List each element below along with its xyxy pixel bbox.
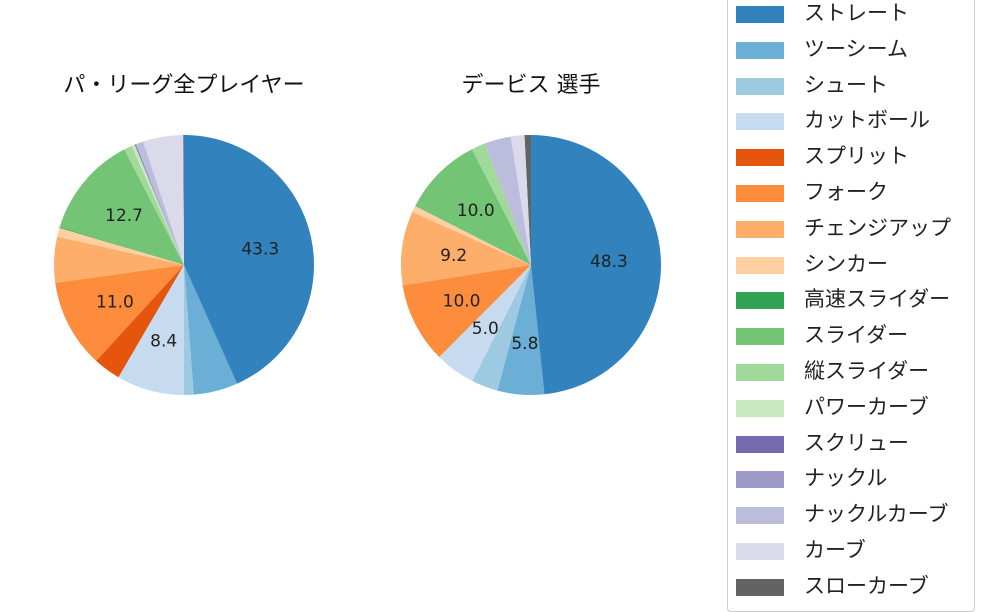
slice-value-label: 11.0	[96, 292, 134, 312]
legend-item: シンカー	[728, 248, 976, 278]
legend-item: ナックルカーブ	[728, 498, 976, 528]
pie-slice	[524, 135, 531, 265]
pie-slice	[135, 144, 184, 265]
pie-slice	[184, 265, 194, 395]
legend-swatch	[736, 220, 784, 238]
pie-slice	[57, 227, 184, 265]
legend-item: フォーク	[728, 176, 976, 206]
pie-slice	[118, 265, 184, 395]
pie-slice	[55, 265, 184, 361]
pie-slice	[497, 265, 545, 395]
pie-slice	[510, 135, 531, 265]
legend-swatch	[736, 256, 784, 274]
legend-swatch	[736, 149, 784, 167]
legend-swatch	[736, 328, 784, 346]
legend-label: スローカーブ	[804, 573, 929, 598]
legend-label: ツーシーム	[804, 36, 908, 61]
pie-slice	[136, 141, 184, 265]
legend-label: シュート	[804, 72, 888, 97]
legend-label: フォーク	[804, 180, 888, 204]
pie-slice	[134, 144, 184, 265]
legend-swatch	[736, 399, 784, 417]
legend-label: ナックル	[804, 466, 888, 491]
legend-item: スライダー	[728, 319, 976, 349]
pie-slice	[415, 149, 531, 265]
pie-chart-league: パ・リーグ全プレイヤー 43.3 8.4 11.0 12.7	[53, 73, 314, 395]
pie-slice	[484, 136, 531, 265]
legend-swatch	[736, 292, 784, 310]
pie-slice	[59, 227, 184, 265]
pie-title-league: パ・リーグ全プレイヤー	[63, 73, 304, 98]
legend-label: 縦スライダー	[804, 359, 930, 383]
legend-item: チェンジアップ	[728, 212, 976, 242]
pie-slice	[143, 135, 184, 265]
legend-label: パワーカーブ	[804, 394, 929, 419]
legend-swatch	[736, 471, 784, 489]
pie-slice	[472, 265, 531, 391]
legend-swatch	[736, 364, 784, 381]
slice-value-label: 5.8	[511, 334, 538, 354]
pie-slice	[401, 212, 531, 286]
pie-slice	[531, 135, 661, 395]
legend-swatch	[736, 41, 784, 59]
slice-value-label: 8.4	[150, 331, 177, 351]
legend-swatch	[736, 578, 784, 596]
legend-label: 高速スライダー	[804, 287, 951, 312]
legend-label: シンカー	[804, 251, 888, 276]
slice-value-label: 12.7	[105, 206, 143, 226]
slice-value-label: 10.0	[443, 292, 481, 312]
pie-slice	[131, 144, 184, 265]
pie-slice	[184, 265, 238, 395]
pie-slice	[96, 265, 184, 378]
legend-item: スプリット	[728, 140, 976, 170]
legend-item: スローカーブ	[728, 570, 976, 600]
legend-swatch	[736, 6, 784, 23]
pie-slice	[184, 135, 314, 384]
legend-swatch	[736, 543, 784, 560]
legend: ストレートツーシームシュートカットボール スプリットフォークチェンジアップ シンカー…	[727, 0, 975, 612]
legend-label: チェンジアップ	[804, 215, 951, 240]
legend-item: ナックル	[728, 462, 976, 492]
legend-item: ツーシーム	[728, 33, 976, 63]
legend-label: ストレート	[804, 1, 909, 25]
slice-value-label: 48.3	[590, 252, 628, 272]
legend-label: カットボール	[804, 108, 930, 133]
legend-swatch	[736, 435, 784, 453]
pie-slice	[471, 143, 531, 265]
legend-swatch	[736, 185, 784, 202]
legend-item: シュート	[728, 69, 976, 99]
legend-label: スプリット	[804, 144, 909, 169]
legend-label: カーブ	[804, 538, 866, 562]
legend-item: 高速スライダー	[728, 283, 976, 313]
pie-title-player: デービス 選手	[462, 73, 601, 98]
legend-item: スクリュー	[728, 427, 976, 457]
legend-swatch	[736, 77, 784, 95]
legend-swatch	[736, 507, 784, 525]
pie-slice	[183, 135, 184, 265]
legend-label: スライダー	[804, 323, 909, 348]
legend-item: 縦スライダー	[728, 355, 976, 385]
pie-slice	[439, 265, 531, 381]
legend-item: ストレート	[728, 0, 976, 27]
pie-slice	[59, 149, 184, 265]
slice-value-label: 5.0	[472, 319, 499, 339]
legend-item: カットボール	[728, 104, 976, 134]
pie-chart-player: デービス 選手 48.3 5.8 5.0 10.0 9.2 10.0	[401, 73, 661, 395]
legend-label: スクリュー	[804, 430, 909, 455]
legend-swatch	[736, 113, 784, 131]
legend-label: ナックルカーブ	[804, 502, 949, 527]
slice-value-label: 9.2	[440, 246, 467, 266]
pie-slice	[124, 146, 184, 265]
pie-slice	[402, 265, 531, 358]
slice-value-label: 10.0	[457, 201, 495, 221]
slice-value-label: 43.3	[241, 240, 279, 260]
pie-slice	[53, 236, 184, 283]
pie-slice	[412, 206, 531, 265]
legend-item: パワーカーブ	[728, 391, 976, 421]
legend-item: カーブ	[728, 534, 976, 564]
